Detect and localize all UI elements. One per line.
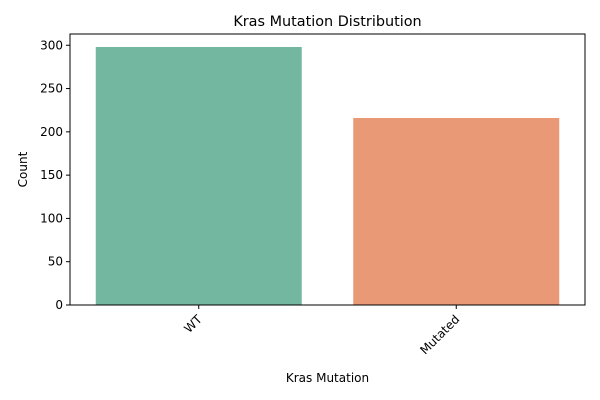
x-axis: WT Mutated [181,305,462,357]
y-tick-label: 50 [48,255,63,269]
bars-group [95,46,560,306]
x-tick-label: Mutated [417,312,462,357]
plot-frame [69,33,586,306]
bar-wt [95,46,302,306]
y-tick-label: 200 [40,125,63,139]
y-tick-label: 0 [55,298,63,312]
chart-title: Kras Mutation Distribution [233,14,421,30]
y-tick-label: 100 [40,211,63,225]
bar-mutated [353,117,560,305]
x-tick-label: WT [181,312,205,336]
y-axis-label: Count [16,151,30,187]
y-tick-label: 250 [40,82,63,96]
x-axis-label: Kras Mutation [286,371,369,385]
y-tick-label: 300 [40,38,63,52]
y-tick-label: 150 [40,168,63,182]
y-axis: 0 50 100 150 200 250 300 [40,38,70,312]
